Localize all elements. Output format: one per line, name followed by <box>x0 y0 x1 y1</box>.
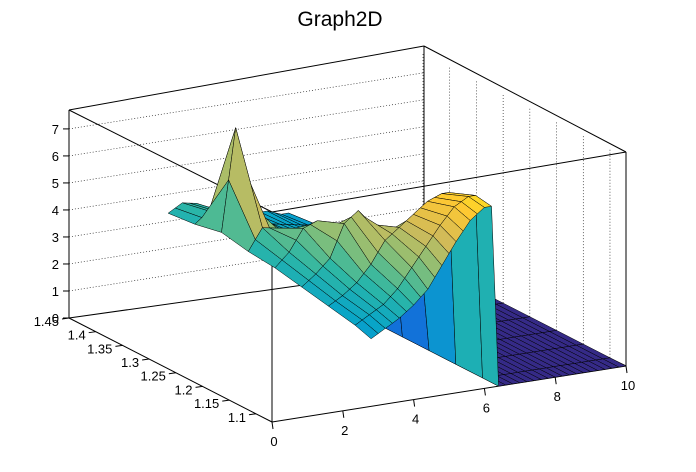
x-tick-label: 10 <box>621 378 635 393</box>
tick-labels: 02468101.11.151.21.251.31.351.41.4501234… <box>34 122 636 449</box>
z-grid-line <box>68 99 424 157</box>
x-tick-mark <box>271 421 274 430</box>
z-tick-label: 2 <box>52 257 59 272</box>
y-tick-label: 1.2 <box>174 382 192 397</box>
y-tick-label: 1.1 <box>228 410 246 425</box>
top-right-front-edge <box>271 151 627 213</box>
surface-mesh <box>167 127 627 387</box>
y-tick-mark <box>88 331 96 334</box>
y-tick-label: 1.15 <box>194 396 219 411</box>
y-tick-label: 1.3 <box>121 355 139 370</box>
z-tick-label: 4 <box>52 203 59 218</box>
floor-left-edge <box>68 317 273 423</box>
x-tick-mark <box>483 388 486 396</box>
surface-cell <box>354 319 379 340</box>
x-tick-label: 0 <box>270 434 277 449</box>
back-edge-top <box>68 45 425 111</box>
z-tick-label: 7 <box>52 122 59 137</box>
y-tick-label: 1.45 <box>34 314 59 329</box>
y-tick-mark <box>142 358 150 361</box>
y-tick-mark <box>115 344 123 347</box>
z-tick-label: 3 <box>52 230 59 245</box>
z-tick-label: 1 <box>52 284 59 299</box>
y-tick-label: 1.35 <box>87 341 112 356</box>
z-tick-label: 6 <box>52 149 59 164</box>
back-right-top <box>423 45 627 153</box>
x-tick-mark <box>413 399 416 407</box>
y-tick-label: 1.4 <box>68 328 86 343</box>
z-tick-label: 0 <box>52 311 59 326</box>
y-tick-mark <box>248 413 257 416</box>
x-tick-label: 4 <box>412 412 419 427</box>
y-tick-mark <box>168 372 176 375</box>
x-tick-label: 8 <box>554 389 561 404</box>
x-tick-mark <box>342 410 345 418</box>
y-tick-mark <box>195 385 203 388</box>
x-tick-label: 2 <box>341 423 348 438</box>
y-tick-mark <box>222 399 230 402</box>
x-tick-mark <box>554 377 557 385</box>
y-tick-label: 1.25 <box>141 369 166 384</box>
chart-title: Graph2D <box>297 8 382 31</box>
x-tick-mark <box>625 365 628 374</box>
z-tick-label: 5 <box>52 176 59 191</box>
x-tick-label: 6 <box>483 400 490 415</box>
